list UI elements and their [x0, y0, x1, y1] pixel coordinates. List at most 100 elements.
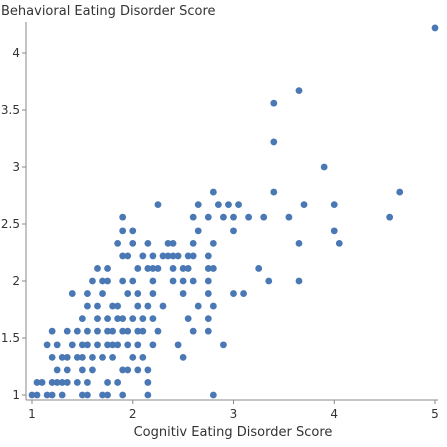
- data-point: [320, 163, 328, 171]
- data-point: [149, 315, 157, 323]
- data-point: [109, 302, 116, 310]
- data-point: [285, 213, 293, 221]
- y-tick-label: 1.5: [1, 331, 20, 345]
- data-point: [240, 290, 247, 297]
- data-point: [84, 341, 91, 349]
- data-point: [33, 391, 41, 399]
- x-tick-label: 1: [28, 407, 36, 421]
- data-point: [265, 277, 273, 285]
- data-point: [396, 188, 404, 196]
- data-point: [38, 379, 46, 386]
- data-point: [270, 138, 278, 146]
- data-point: [104, 277, 111, 285]
- data-point: [99, 290, 106, 297]
- data-point: [149, 252, 157, 260]
- data-point: [189, 327, 197, 335]
- data-point: [109, 327, 116, 335]
- data-point: [179, 277, 187, 285]
- data-point: [144, 366, 152, 374]
- data-point: [169, 277, 177, 285]
- x-ticks: 1 2 3 4 5: [28, 400, 439, 421]
- data-point: [260, 213, 268, 221]
- data-point: [134, 302, 142, 310]
- data-point: [129, 227, 137, 235]
- data-point: [134, 341, 142, 349]
- data-point: [169, 252, 177, 260]
- data-point: [209, 391, 217, 399]
- data-point: [189, 239, 197, 247]
- data-point: [209, 239, 217, 247]
- data-point: [159, 252, 167, 260]
- data-point: [68, 341, 76, 349]
- x-tick-label: 3: [230, 407, 238, 421]
- data-point: [134, 327, 142, 335]
- x-tick-label: 4: [330, 407, 338, 421]
- data-point: [99, 353, 106, 361]
- data-point: [53, 379, 61, 386]
- data-point: [94, 327, 101, 335]
- data-point: [230, 227, 237, 235]
- data-point: [139, 327, 147, 335]
- data-point: [204, 290, 212, 297]
- data-point: [58, 353, 66, 361]
- data-point: [204, 327, 212, 335]
- data-point: [99, 277, 106, 285]
- x-tick-label: 2: [129, 407, 137, 421]
- data-point: [43, 341, 51, 349]
- data-point: [154, 327, 162, 335]
- data-point: [295, 87, 303, 95]
- data-point: [184, 265, 192, 272]
- data-point: [149, 265, 157, 272]
- y-tick-label: 3.5: [1, 103, 20, 117]
- data-point: [149, 277, 157, 285]
- y-tick-label: 2.5: [1, 217, 20, 231]
- data-point: [78, 353, 86, 361]
- data-point: [94, 341, 101, 349]
- data-point: [270, 188, 278, 196]
- data-point: [134, 265, 142, 272]
- data-point: [48, 379, 56, 386]
- data-point: [104, 327, 111, 335]
- data-point: [33, 379, 41, 386]
- data-point: [89, 277, 96, 285]
- data-point: [48, 327, 56, 335]
- data-point: [144, 391, 152, 399]
- data-point: [63, 327, 71, 335]
- data-point: [94, 315, 101, 323]
- data-point: [53, 366, 61, 374]
- data-point: [174, 341, 182, 349]
- data-point: [48, 391, 56, 399]
- y-ticks: 1 1.5 2 2.5 3 3.5 4: [1, 46, 26, 402]
- data-point: [68, 290, 76, 297]
- data-point: [230, 290, 237, 297]
- data-point: [119, 366, 127, 374]
- data-point: [179, 353, 187, 361]
- data-point: [114, 302, 122, 310]
- data-point: [43, 391, 51, 399]
- data-point: [109, 341, 116, 349]
- data-point: [431, 24, 439, 32]
- data-point: [139, 353, 147, 361]
- data-point: [209, 188, 217, 196]
- data-point: [184, 315, 192, 323]
- data-point: [194, 302, 202, 310]
- data-point: [129, 277, 137, 285]
- data-point: [189, 213, 197, 221]
- data-point: [179, 265, 187, 272]
- data-point: [124, 290, 132, 297]
- data-point: [204, 213, 212, 221]
- data-point: [78, 366, 86, 374]
- data-point: [189, 252, 197, 260]
- data-point: [134, 366, 142, 374]
- data-point: [89, 366, 96, 374]
- data-point: [220, 341, 227, 349]
- data-point: [330, 201, 338, 209]
- data-point: [189, 277, 197, 285]
- data-point: [104, 265, 111, 272]
- data-point: [84, 290, 91, 297]
- data-point: [255, 265, 263, 272]
- data-point: [335, 239, 343, 247]
- data-point: [235, 201, 242, 209]
- data-point: [63, 353, 71, 361]
